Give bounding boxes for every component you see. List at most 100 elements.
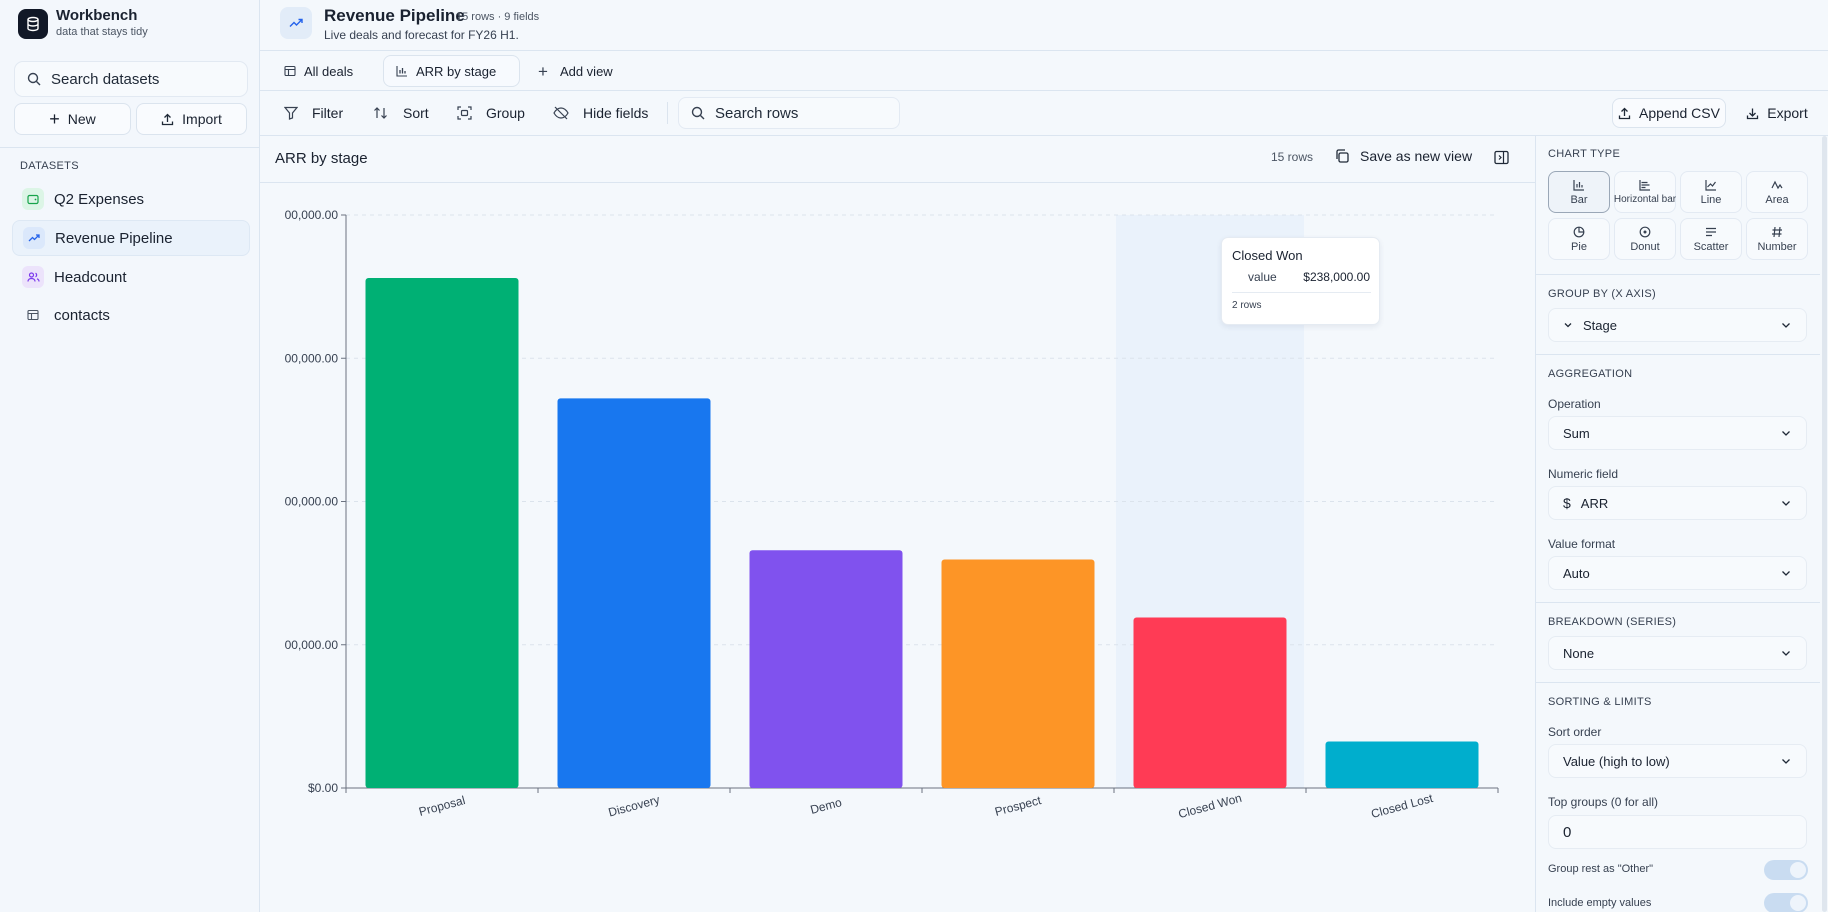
- copy-icon: [1336, 149, 1349, 163]
- tab-label: All deals: [304, 63, 354, 79]
- chart-type-line[interactable]: Line: [1680, 171, 1742, 213]
- group-by-section-label: GROUP BY (X AXIS): [1548, 288, 1657, 300]
- hash-icon: [1772, 226, 1782, 237]
- filter-icon: [284, 106, 298, 120]
- table-icon: [284, 65, 296, 77]
- chart-header-divider: [260, 182, 1535, 183]
- hbar-icon: [1639, 180, 1650, 191]
- numeric-field-label: Numeric field: [1548, 467, 1619, 481]
- append-csv-button[interactable]: Append CSV: [1612, 98, 1726, 128]
- plus-icon: +: [538, 61, 548, 81]
- filter-button[interactable]: Filter: [284, 99, 343, 127]
- operation-label: Operation: [1548, 397, 1601, 411]
- toggle-panel-icon[interactable]: [1494, 150, 1509, 165]
- save-as-new-view-button[interactable]: Save as new view: [1334, 148, 1472, 164]
- add-view-label: Add view: [559, 63, 613, 79]
- group-rest-toggle[interactable]: [1764, 860, 1808, 880]
- datasets-section-label: DATASETS: [20, 160, 79, 172]
- tooltip-label: value: [1248, 270, 1277, 284]
- sidebar-item-label: Headcount: [54, 268, 127, 286]
- chart-type-pie[interactable]: Pie: [1548, 218, 1610, 260]
- add-view-button[interactable]: + Add view: [526, 55, 625, 87]
- top-groups-label: Top groups (0 for all): [1548, 795, 1659, 809]
- group-button[interactable]: Group: [457, 99, 525, 127]
- row-search-placeholder: Search rows: [715, 104, 799, 122]
- scatter-icon: [1706, 227, 1716, 236]
- chart-type-horizontal-bar[interactable]: Horizontal bar: [1614, 171, 1676, 213]
- breakdown-section-label: BREAKDOWN (SERIES): [1548, 616, 1677, 628]
- group-by-value: Stage: [1583, 317, 1617, 333]
- sort-order-value: Value (high to low): [1563, 753, 1670, 769]
- sort-icon: [374, 107, 387, 119]
- sidebar-item-contacts[interactable]: contacts: [12, 297, 250, 333]
- sort-order-label: Sort order: [1548, 725, 1602, 739]
- tab-arr-by-stage[interactable]: ARR by stage: [383, 55, 520, 87]
- include-empty-toggle[interactable]: [1764, 893, 1808, 912]
- people-icon: [22, 266, 44, 288]
- group-rest-label: Group rest as "Other": [1548, 863, 1654, 875]
- chevron-down-icon: [1782, 571, 1790, 576]
- sort-label: Sort: [403, 105, 429, 121]
- chart-type-label: Pie: [1571, 240, 1587, 253]
- upload-icon: [1618, 107, 1631, 119]
- tooltip-rows: 2 rows: [1232, 300, 1262, 311]
- chart-type-scatter[interactable]: Scatter: [1680, 218, 1742, 260]
- tab-all-deals[interactable]: All deals: [272, 55, 365, 87]
- group-by-select[interactable]: Stage: [1548, 308, 1807, 342]
- dataset-meta: 15 rows · 9 fields: [456, 11, 540, 23]
- aggregation-section-label: AGGREGATION: [1548, 368, 1633, 380]
- tooltip-title: Closed Won: [1232, 248, 1303, 263]
- chart-type-label: Scatter: [1693, 240, 1729, 253]
- breakdown-value: None: [1563, 645, 1595, 661]
- trend-icon: [280, 7, 312, 39]
- plus-icon: +: [49, 109, 60, 129]
- brand-tagline: data that stays tidy: [56, 26, 148, 38]
- toolbar-divider: [667, 102, 668, 124]
- tooltip-divider: [1232, 292, 1371, 293]
- value-format-label: Value format: [1548, 537, 1616, 551]
- export-button[interactable]: Export: [1733, 98, 1821, 128]
- operation-select[interactable]: Sum: [1548, 416, 1807, 450]
- numeric-field-select[interactable]: $ ARR: [1548, 486, 1807, 520]
- x-tick-label: Discovery: [607, 792, 662, 819]
- hide-fields-label: Hide fields: [583, 105, 649, 121]
- value-format-select[interactable]: Auto: [1548, 556, 1807, 590]
- page-title: Revenue Pipeline: [324, 6, 465, 25]
- tabs-divider: [260, 90, 1828, 91]
- sort-order-select[interactable]: Value (high to low): [1548, 744, 1807, 778]
- y-tick-label: $0.00: [308, 781, 338, 795]
- sidebar-item-headcount[interactable]: Headcount: [12, 259, 250, 295]
- panel-scrollbar[interactable]: [1822, 136, 1827, 912]
- sidebar-item-label: Revenue Pipeline: [55, 229, 173, 247]
- x-tick-label: Closed Lost: [1370, 791, 1435, 821]
- include-empty-label: Include empty values: [1548, 897, 1652, 909]
- area-icon: [1771, 180, 1783, 189]
- chart-type-bar[interactable]: Bar: [1548, 171, 1610, 213]
- chart-type-number[interactable]: Number: [1746, 218, 1808, 260]
- y-tick-label: 00,000.00: [285, 495, 339, 509]
- new-dataset-label: New: [67, 111, 96, 127]
- sidebar: [0, 0, 260, 912]
- sidebar-divider: [0, 147, 260, 148]
- breakdown-select[interactable]: None: [1548, 636, 1807, 670]
- chart-settings-panel: [1535, 136, 1828, 912]
- chevron-down-icon: [1564, 323, 1572, 328]
- row-search-input[interactable]: Search rows: [678, 97, 900, 129]
- import-button[interactable]: Import: [136, 103, 247, 135]
- sidebar-item-q2-expenses[interactable]: Q2 Expenses: [12, 181, 250, 217]
- new-dataset-button[interactable]: + New: [14, 103, 131, 135]
- sidebar-item-revenue-pipeline[interactable]: Revenue Pipeline: [12, 220, 250, 256]
- chart-type-area[interactable]: Area: [1746, 171, 1808, 213]
- top-groups-input[interactable]: 0: [1548, 815, 1807, 849]
- chart-type-label: Horizontal bar: [1613, 194, 1677, 205]
- x-tick-label: Proposal: [417, 793, 466, 819]
- chart-type-donut[interactable]: Donut: [1614, 218, 1676, 260]
- dataset-search-input[interactable]: Search datasets: [14, 61, 248, 97]
- sort-button[interactable]: Sort: [373, 99, 429, 127]
- donut-icon: [1639, 226, 1651, 237]
- import-label: Import: [182, 111, 222, 127]
- toolbar-divider-bottom: [260, 135, 1828, 136]
- chart-type-section-label: CHART TYPE: [1548, 148, 1621, 160]
- chart-row-count: 15 rows: [1271, 150, 1314, 164]
- hide-fields-button[interactable]: Hide fields: [553, 99, 648, 127]
